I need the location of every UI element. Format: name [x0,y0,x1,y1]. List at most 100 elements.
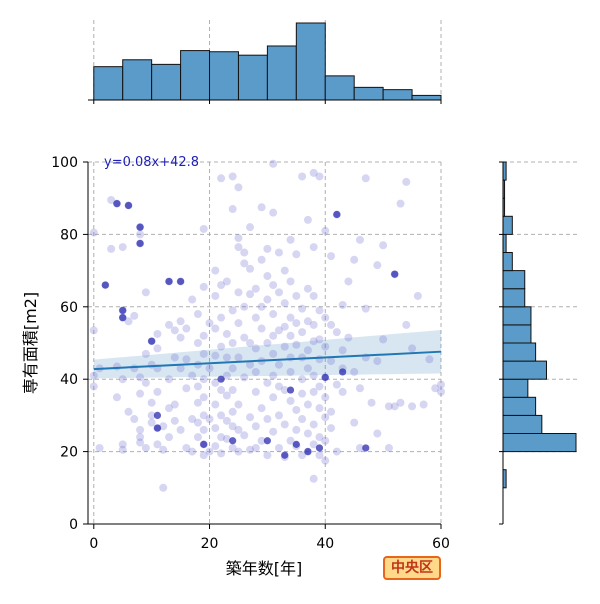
data-point [315,335,324,344]
data-point [315,382,324,391]
data-point [211,351,220,360]
data-point [130,311,139,320]
scatter-points-layer [89,159,445,492]
data-point [141,288,150,297]
data-point [315,355,324,364]
data-point [136,438,145,447]
data-point [136,389,145,398]
data-point [292,425,301,434]
x-tick-label: 40 [316,536,334,552]
data-point [350,418,359,427]
top-hist-bar [324,75,355,101]
data-point [327,407,336,416]
data-point [344,333,353,342]
data-point [211,266,220,275]
data-point [280,342,289,351]
data-point [303,346,312,355]
data-point [269,281,278,290]
y-tick-label: 0 [69,517,78,533]
data-point [199,349,208,358]
data-point [350,255,359,264]
data-point [309,337,318,346]
data-point [274,248,283,257]
data-point [193,418,202,427]
data-point [355,235,364,244]
data-point [222,353,231,362]
data-point [286,313,295,322]
data-point [408,402,417,411]
data-point [257,404,266,413]
data-point [269,427,278,436]
top-hist-bar [93,66,124,101]
data-point-dense [321,373,329,381]
data-point [274,382,283,391]
data-point [205,319,214,328]
right-hist-bar [502,252,513,272]
data-point-dense [281,451,289,459]
data-point [188,415,197,424]
data-point [419,400,428,409]
data-point [257,203,266,212]
data-point [217,449,226,458]
data-point [234,319,243,328]
data-point [263,272,272,281]
data-point [298,415,307,424]
data-point [217,281,226,290]
data-point [217,313,226,322]
data-point [286,277,295,286]
data-point [228,386,237,395]
data-point [124,407,133,416]
data-point [303,429,312,438]
data-point [286,331,295,340]
data-point [199,224,208,233]
data-point [315,172,324,181]
data-point [246,360,255,369]
data-point [251,344,260,353]
data-point [147,411,156,420]
data-point-dense [119,314,127,322]
data-point [136,373,145,382]
data-point [159,422,168,431]
data-point [217,174,226,183]
data-point [234,243,243,252]
data-point-dense [153,424,162,432]
data-point [269,159,278,168]
data-point [274,360,283,369]
right-hist-bar [502,414,543,434]
data-point [298,375,307,384]
data-point [280,299,289,308]
data-point-dense [315,444,324,452]
data-point [309,371,318,380]
data-point [240,333,249,342]
data-point [246,264,255,273]
data-point [367,398,376,407]
data-point [147,418,156,427]
data-point [199,451,208,460]
data-point [309,168,318,177]
data-point [170,400,179,409]
top-hist-bar [295,22,326,101]
x-axis-label: 築年数[年] [226,559,303,578]
x-tick-label: 0 [89,536,98,552]
data-point [228,339,237,347]
data-point [153,344,162,353]
x-tick-label: 20 [201,536,219,552]
data-point [240,259,249,268]
right-hist-bar [502,288,526,308]
data-point-dense [113,200,121,208]
data-point [222,416,231,425]
y-tick-label: 60 [60,300,78,316]
data-point [222,434,231,443]
data-point [263,244,272,253]
data-point [292,291,301,300]
data-point [361,174,370,183]
data-point [286,235,295,244]
data-point [95,443,104,452]
data-point-dense [304,448,312,456]
data-point-dense [165,277,173,286]
data-point [217,386,226,395]
data-point [309,243,318,252]
data-point [309,474,318,483]
data-point-dense [136,239,144,248]
